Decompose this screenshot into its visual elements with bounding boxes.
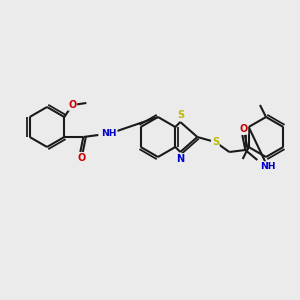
Text: S: S — [212, 137, 219, 147]
Text: O: O — [239, 124, 248, 134]
Text: O: O — [68, 100, 76, 110]
Text: S: S — [177, 110, 184, 120]
Text: N: N — [176, 154, 184, 164]
Text: NH: NH — [101, 130, 117, 139]
Text: O: O — [77, 153, 86, 163]
Text: NH: NH — [260, 162, 276, 171]
